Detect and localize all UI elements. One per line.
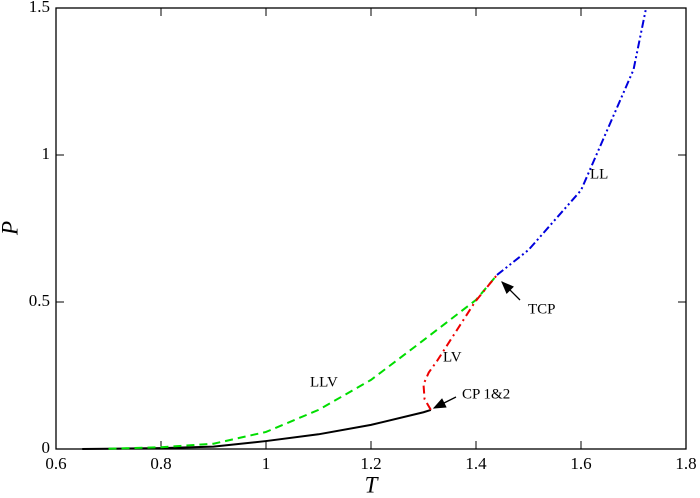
x-tick-label: 0.8 xyxy=(150,454,171,473)
y-tick-label: 0.5 xyxy=(29,291,50,310)
x-tick-label: 1.6 xyxy=(570,454,591,473)
annotation: CP 1&2 xyxy=(462,386,510,402)
x-tick-label: 1.2 xyxy=(360,454,381,473)
curve xyxy=(82,408,432,450)
y-tick-label: 0 xyxy=(42,438,51,457)
annotation: LLV xyxy=(310,374,338,390)
curve xyxy=(108,274,498,450)
y-tick-label: 1 xyxy=(42,144,51,163)
y-axis-label: P xyxy=(0,221,22,236)
annotation: LL xyxy=(590,166,608,182)
y-tick-label: 1.5 xyxy=(29,0,50,16)
x-tick-label: 1 xyxy=(262,454,271,473)
x-tick-label: 0.6 xyxy=(45,454,66,473)
x-axis-label: T xyxy=(365,472,380,497)
plot-frame xyxy=(55,7,687,450)
arrow xyxy=(432,396,457,409)
arrow xyxy=(501,281,521,301)
annotation: TCP xyxy=(528,301,556,317)
curve xyxy=(496,7,648,276)
x-tick-label: 1.4 xyxy=(465,454,487,473)
annotation: LV xyxy=(443,349,462,365)
x-tick-label: 1.8 xyxy=(675,454,696,473)
